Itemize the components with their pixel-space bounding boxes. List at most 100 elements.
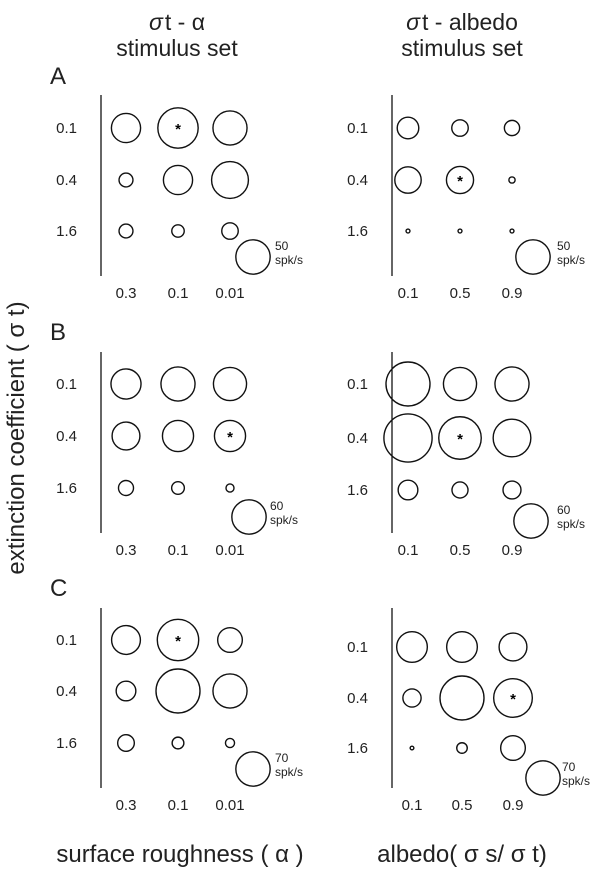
y-tick-label: 1.6 (56, 223, 77, 240)
preferred-marker: * (457, 431, 463, 448)
x-axis-label-left: surface roughness ( α ) (56, 841, 303, 868)
scale-reference-unit: spk/s (562, 774, 590, 788)
bubble (110, 368, 142, 400)
bubble (118, 172, 134, 188)
bubble (110, 112, 142, 144)
y-tick-label: 0.4 (347, 430, 368, 447)
y-axis-label: extinction coefficient ( σ t) (3, 301, 30, 574)
bubble (438, 416, 482, 460)
x-tick-label: 0.3 (116, 797, 137, 814)
x-tick-label: 0.01 (215, 542, 244, 559)
bubble (383, 413, 433, 463)
bubble (162, 164, 194, 196)
y-tick-label: 0.4 (56, 172, 77, 189)
bubble (224, 737, 236, 749)
bubble (456, 742, 468, 754)
x-tick-label: 0.9 (502, 542, 523, 559)
col-title-right-line2: stimulus set (401, 35, 523, 61)
y-tick-label: 0.4 (347, 172, 368, 189)
x-tick-label: 0.01 (215, 285, 244, 302)
x-axis-label-right: albedo( σ s/ σ t) (377, 841, 547, 868)
y-tick-label: 0.1 (56, 632, 77, 649)
scale-reference-unit: spk/s (270, 513, 298, 527)
bubble (212, 366, 248, 402)
bubble (445, 630, 479, 664)
preferred-marker: * (175, 121, 181, 138)
scale-reference-value: 50 (275, 239, 289, 253)
bubble (115, 680, 137, 702)
bubble (445, 165, 475, 195)
y-tick-label: 1.6 (347, 482, 368, 499)
x-tick-label: 0.3 (116, 285, 137, 302)
y-tick-label: 1.6 (56, 735, 77, 752)
bubble (508, 176, 516, 184)
bubble (385, 361, 431, 407)
bubble (225, 483, 235, 493)
scale-reference-value: 70 (275, 751, 289, 765)
bubble (442, 366, 478, 402)
x-tick-label: 0.1 (398, 285, 419, 302)
bubble (492, 418, 532, 458)
preferred-marker: * (457, 173, 463, 190)
y-tick-label: 1.6 (347, 223, 368, 240)
bubble (110, 624, 142, 656)
y-tick-label: 1.6 (56, 480, 77, 497)
scale-reference-value: 60 (557, 503, 571, 517)
panel-letter: C (50, 575, 67, 602)
bubble (171, 224, 185, 238)
scale-reference-bubble (515, 239, 551, 275)
bubble (439, 675, 485, 721)
x-tick-label: 0.1 (168, 797, 189, 814)
bubble (451, 481, 469, 499)
scale-reference-value: 70 (562, 760, 576, 774)
bubble (405, 228, 411, 234)
bubble (213, 419, 247, 453)
bubble (503, 119, 521, 137)
x-tick-label: 0.1 (168, 542, 189, 559)
preferred-marker: * (510, 691, 516, 708)
y-tick-label: 0.1 (347, 639, 368, 656)
col-title-left-line1: σt - α (149, 9, 205, 35)
bubble (170, 480, 186, 496)
bubble (161, 419, 195, 453)
x-tick-label: 0.9 (503, 797, 524, 814)
x-tick-label: 0.5 (450, 285, 471, 302)
bubble (509, 228, 515, 234)
bubble (111, 421, 141, 451)
scale-reference-unit: spk/s (275, 765, 303, 779)
bubble (171, 736, 185, 750)
x-tick-label: 0.1 (168, 285, 189, 302)
bubble (457, 228, 463, 234)
x-tick-label: 0.3 (116, 542, 137, 559)
x-tick-label: 0.01 (215, 797, 244, 814)
y-tick-label: 1.6 (347, 740, 368, 757)
bubble (498, 632, 528, 662)
y-tick-label: 0.4 (56, 683, 77, 700)
preferred-marker: * (227, 429, 233, 446)
bubble (502, 480, 522, 500)
bubble (116, 733, 136, 753)
preferred-marker: * (175, 633, 181, 650)
scale-reference-value: 50 (557, 239, 571, 253)
bubble (499, 734, 527, 762)
bubble (160, 366, 196, 402)
x-tick-label: 0.5 (450, 542, 471, 559)
bubble (395, 630, 429, 664)
bubble (210, 160, 250, 200)
bubble (409, 745, 415, 751)
bubble (156, 618, 200, 662)
bubble (216, 626, 244, 654)
bubble (212, 673, 248, 709)
bubble (212, 110, 248, 146)
bubble (155, 668, 201, 714)
x-tick-label: 0.1 (402, 797, 423, 814)
y-tick-label: 0.1 (347, 376, 368, 393)
bubble (157, 107, 199, 149)
scale-reference-bubble (235, 751, 271, 787)
bubble (492, 677, 534, 719)
